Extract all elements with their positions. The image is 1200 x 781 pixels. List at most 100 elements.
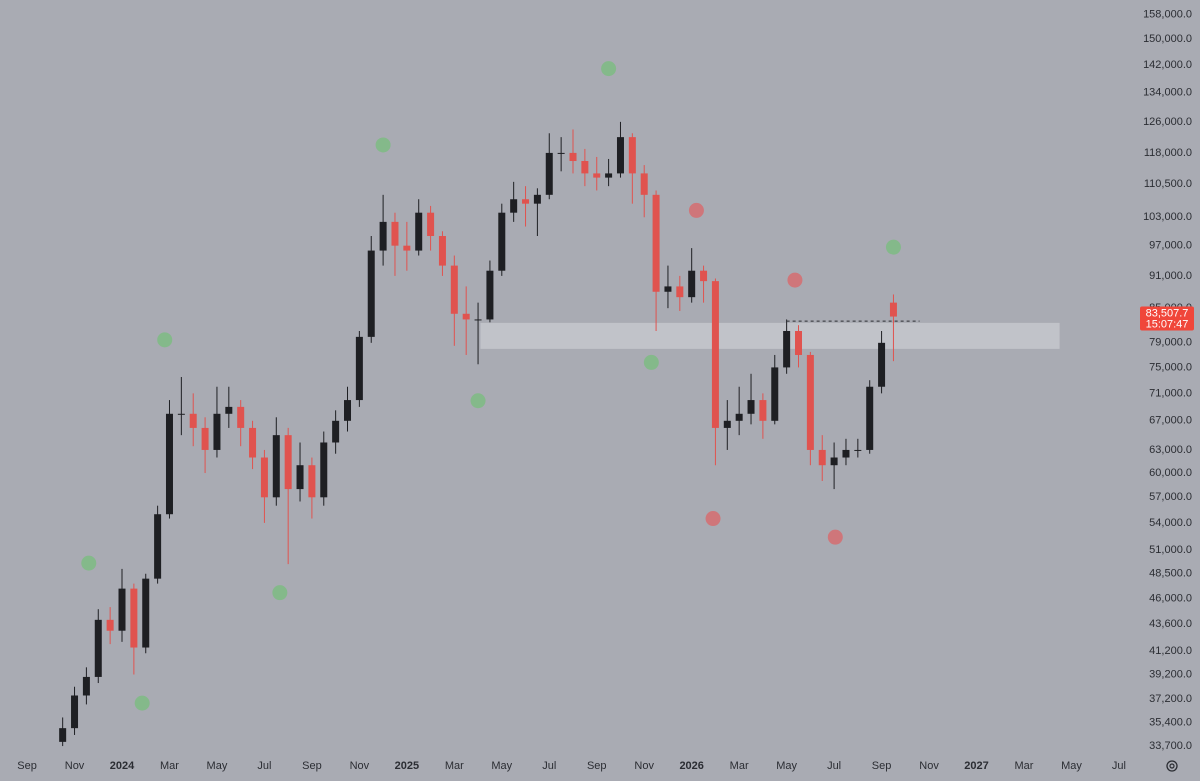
candle-body: [118, 588, 126, 631]
candle-body: [296, 465, 304, 490]
support-zone: [480, 322, 1060, 349]
candle-body: [557, 152, 565, 154]
x-tick-label: Jul: [257, 760, 271, 772]
y-tick-label: 60,000.0: [1149, 467, 1192, 479]
x-tick-label: 2025: [395, 760, 419, 772]
y-tick-label: 158,000.0: [1143, 9, 1192, 21]
y-tick-label: 33,700.0: [1149, 740, 1192, 752]
x-tick-label: Jul: [1112, 760, 1126, 772]
candle-body: [700, 270, 708, 282]
candle-body: [688, 270, 696, 298]
x-tick-label: 2026: [679, 760, 703, 772]
signal-dot: [827, 529, 843, 545]
y-tick-label: 150,000.0: [1143, 33, 1192, 45]
candle-body: [759, 400, 767, 421]
y-tick-label: 63,000.0: [1149, 444, 1192, 456]
y-tick-label: 71,000.0: [1149, 387, 1192, 399]
candle-body: [522, 199, 530, 204]
signal-dot: [787, 272, 803, 288]
candle-body: [628, 137, 636, 174]
gear-inner: [1169, 763, 1175, 769]
x-tick-label: 2027: [964, 760, 988, 772]
candle-body: [213, 413, 221, 450]
y-tick-label: 97,000.0: [1149, 240, 1192, 252]
candle-body: [510, 199, 518, 213]
candle-body: [474, 319, 482, 321]
candle-body: [71, 695, 79, 729]
candle-body: [640, 173, 648, 195]
signal-dot: [81, 555, 97, 571]
candle-body: [450, 265, 458, 314]
candle-body: [664, 286, 672, 292]
candle-body: [676, 286, 684, 298]
y-tick-label: 41,200.0: [1149, 645, 1192, 657]
signal-dot: [688, 202, 704, 218]
candles: [59, 121, 897, 747]
candle-body: [462, 313, 470, 320]
gear-outer: [1166, 760, 1178, 772]
x-tick-label: Sep: [872, 760, 892, 772]
y-tick-label: 54,000.0: [1149, 517, 1192, 529]
x-tick-label: Sep: [17, 760, 37, 772]
x-tick-label: May: [776, 760, 797, 772]
y-tick-label: 110,500.0: [1144, 178, 1192, 190]
candle-body: [783, 330, 791, 368]
candle-body: [403, 245, 411, 251]
candle-body: [771, 367, 779, 421]
candle-body: [320, 442, 328, 498]
candle-body: [438, 236, 446, 266]
x-tick-label: May: [207, 760, 228, 772]
x-tick-label: Mar: [445, 760, 464, 772]
y-tick-label: 91,000.0: [1149, 270, 1192, 282]
signal-dot: [885, 239, 901, 255]
candle-body: [545, 152, 553, 195]
y-tick-label: 67,000.0: [1149, 415, 1192, 427]
candle-body: [747, 400, 755, 414]
candle-body: [806, 354, 814, 450]
candle-body: [284, 435, 292, 490]
y-tick-label: 142,000.0: [1143, 59, 1192, 71]
candle-body: [818, 449, 826, 466]
x-tick-label: 2024: [110, 760, 135, 772]
candle-body: [59, 728, 67, 742]
x-tick-label: Sep: [587, 760, 607, 772]
candle-body: [616, 137, 624, 174]
candle-body: [106, 619, 114, 631]
price-label: 83,507.7: [1146, 307, 1189, 319]
y-tick-label: 103,000.0: [1143, 211, 1192, 223]
y-tick-label: 126,000.0: [1143, 116, 1192, 128]
y-tick-label: 46,000.0: [1149, 593, 1192, 605]
candle-body: [332, 420, 340, 443]
candle-body: [842, 449, 850, 458]
candle-body: [830, 457, 838, 466]
countdown-label: 15:07:47: [1146, 318, 1189, 330]
y-tick-label: 37,200.0: [1149, 693, 1192, 705]
candle-body: [379, 221, 387, 251]
y-tick-label: 118,000.0: [1144, 147, 1192, 159]
x-tick-label: Mar: [160, 760, 179, 772]
x-tick-label: Mar: [730, 760, 749, 772]
y-tick-label: 35,400.0: [1149, 717, 1192, 729]
candle-body: [593, 173, 601, 178]
y-tick-label: 48,500.0: [1149, 568, 1192, 580]
candle-body: [94, 619, 102, 677]
candle-body: [177, 413, 185, 415]
candle-body: [189, 413, 197, 428]
candle-body: [367, 250, 375, 337]
signal-dot: [134, 695, 150, 711]
candle-body: [605, 173, 613, 178]
candle-body: [154, 514, 162, 579]
candle-body: [308, 465, 316, 498]
candle-body: [569, 152, 577, 162]
candle-body: [344, 400, 352, 421]
candle-body: [391, 221, 399, 246]
candle-body: [735, 413, 743, 421]
candle-body: [355, 336, 363, 401]
y-tick-label: 39,200.0: [1149, 668, 1192, 680]
candle-body: [795, 330, 803, 355]
candle-body: [652, 194, 660, 292]
candle-body: [711, 281, 719, 428]
settings-icon[interactable]: [1166, 760, 1178, 772]
price-label-box: [1140, 306, 1194, 331]
